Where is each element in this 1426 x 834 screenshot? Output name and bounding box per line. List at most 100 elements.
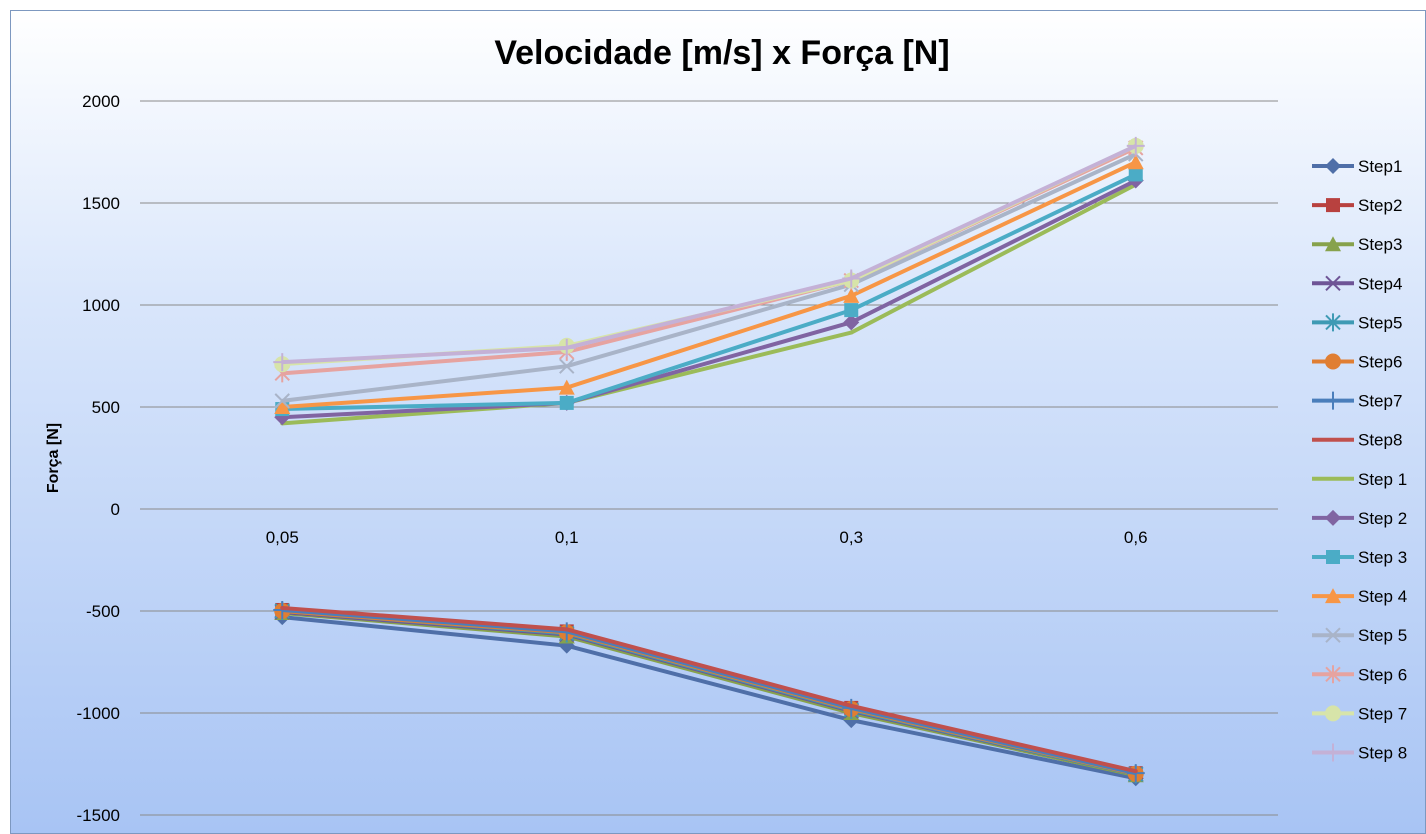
legend-item: Step8: [1312, 431, 1402, 450]
y-tick-label: -500: [86, 602, 120, 621]
legend-marker: [1325, 275, 1341, 292]
x-tick-label: 0,3: [839, 528, 863, 547]
legend-marker: [1324, 391, 1342, 410]
series-line: [282, 152, 1137, 403]
data-point: [843, 287, 860, 303]
legend-marker: [1325, 236, 1341, 252]
series-line: [282, 609, 1137, 777]
legend-label: Step1: [1358, 157, 1402, 176]
legend-label: Step7: [1358, 392, 1402, 411]
series-line: [282, 615, 1137, 781]
data-point: [842, 269, 861, 288]
series-line: [282, 146, 1137, 376]
legend-label: Step 1: [1358, 470, 1407, 489]
y-tick-label: -1000: [77, 704, 120, 723]
data-point: [274, 399, 291, 414]
legend-item: Step3: [1312, 235, 1402, 254]
data-point: [1128, 167, 1143, 182]
legend-marker: [1325, 627, 1341, 643]
y-tick-label: 500: [92, 398, 120, 417]
legend-label: Step 5: [1358, 626, 1407, 645]
data-point: [1126, 136, 1145, 155]
gridlines: [140, 100, 1278, 816]
series-8: [280, 182, 1138, 426]
y-tick-label: 1000: [82, 296, 120, 315]
x-tick-label: 0,6: [1124, 528, 1148, 547]
legend-item: Step 8: [1312, 743, 1407, 763]
legend-marker: [1325, 705, 1341, 722]
legend-label: Step8: [1358, 431, 1402, 450]
legend: Step1 Step2 Step3 Step4 Step5 Step6 Step7 Step8…: [1312, 157, 1407, 763]
legend-marker: [1325, 509, 1341, 526]
legend-label: Step 3: [1358, 548, 1407, 567]
legend-item: Step4: [1312, 274, 1402, 293]
legend-item: Step2: [1312, 196, 1402, 215]
data-point: [274, 393, 290, 409]
series-line: [282, 144, 1137, 365]
series-0: [274, 609, 1144, 787]
series-line: [282, 605, 1137, 774]
data-point: [564, 627, 569, 632]
legend-marker: [1326, 550, 1340, 564]
legend-marker: [1325, 353, 1341, 370]
legend-item: Step 6: [1312, 665, 1407, 684]
y-tick-labels: 2000 1500 1000 500 0 -500 -1000 -1500: [77, 92, 120, 825]
x-tick-label: 0,1: [555, 528, 579, 547]
y-axis-label: Força [N]: [45, 423, 62, 493]
legend-item: Step1: [1312, 157, 1402, 176]
data-point: [1127, 154, 1144, 170]
legend-label: Step6: [1358, 353, 1402, 372]
series-2: [274, 605, 1144, 783]
series-line: [282, 178, 1137, 420]
x-tick-labels: 0,05 0,1 0,3 0,6: [266, 528, 1148, 547]
legend-label: Step5: [1358, 313, 1402, 332]
legend-marker: [1325, 588, 1341, 604]
y-tick-label: 0: [111, 500, 120, 519]
legend-label: Step3: [1358, 235, 1402, 254]
legend-label: Step 6: [1358, 665, 1407, 684]
legend-label: Step2: [1358, 196, 1402, 215]
data-point: [849, 703, 854, 708]
legend-marker: [1324, 743, 1342, 762]
legend-label: Step 8: [1358, 744, 1407, 763]
x-tick-label: 0,05: [266, 528, 299, 547]
legend-marker: [1325, 158, 1341, 174]
y-tick-label: 2000: [82, 92, 120, 111]
series-13: [274, 138, 1144, 383]
legend-item: Step 2: [1312, 509, 1407, 528]
series-15: [273, 136, 1145, 372]
legend-label: Step 2: [1358, 509, 1407, 528]
series-line: [282, 144, 1137, 367]
data-point: [559, 395, 574, 410]
legend-item: Step 1: [1312, 470, 1407, 489]
legend-item: Step 3: [1312, 548, 1407, 567]
data-point: [844, 303, 859, 318]
series-14: [274, 137, 1144, 373]
series-line: [282, 160, 1137, 409]
data-point: [1126, 764, 1145, 783]
data-point: [843, 314, 860, 331]
series-line: [282, 182, 1137, 426]
data-point: [280, 605, 285, 610]
legend-marker: [1326, 198, 1340, 213]
legend-item: Step5: [1312, 313, 1402, 332]
legend-label: Step 7: [1358, 704, 1407, 723]
data-point: [1133, 769, 1138, 774]
legend-item: Step 4: [1312, 587, 1407, 606]
chart-title: Velocidade [m/s] x Força [N]: [494, 34, 949, 72]
data-point: [557, 338, 576, 357]
legend-label: Step4: [1358, 274, 1402, 293]
y-tick-label: -1500: [77, 806, 120, 825]
series-7: [280, 605, 1138, 774]
y-tick-label: 1500: [82, 194, 120, 213]
data-point: [558, 379, 575, 395]
data-point: [273, 353, 292, 372]
legend-item: Step7: [1312, 391, 1402, 411]
legend-marker: [1325, 665, 1341, 684]
data-point: [849, 330, 854, 335]
series-11: [274, 154, 1144, 414]
series-line: [282, 610, 1137, 777]
data-point: [559, 358, 575, 374]
legend-marker: [1325, 313, 1341, 332]
